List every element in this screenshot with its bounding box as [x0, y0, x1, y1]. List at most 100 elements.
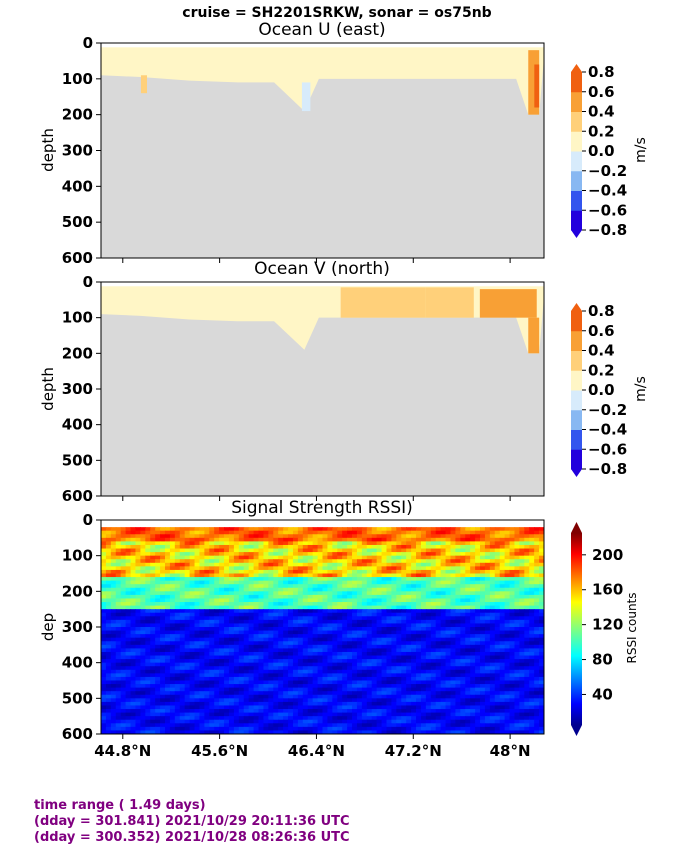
rssi-cell	[194, 623, 201, 628]
rssi-cell	[430, 619, 437, 625]
rssi-cell	[494, 641, 501, 646]
rssi-cell	[352, 609, 358, 614]
rssi-cell	[460, 552, 466, 557]
rssi-cell	[386, 534, 393, 539]
rssi-cell	[361, 544, 368, 550]
rssi-cell	[425, 634, 432, 639]
rssi-cell	[288, 637, 294, 642]
rssi-cell	[189, 619, 196, 625]
rssi-cell	[125, 594, 132, 600]
rssi-cell	[292, 584, 299, 589]
rssi-cell	[283, 580, 289, 585]
rssi-cell	[135, 609, 141, 614]
rssi-cell	[199, 634, 205, 639]
rssi-cell	[115, 573, 122, 578]
rssi-cell	[160, 555, 166, 560]
rssi-cell	[115, 584, 122, 589]
rssi-cell	[430, 659, 437, 664]
rssi-cell	[366, 602, 373, 607]
rssi-cell	[219, 573, 225, 578]
rssi-cell	[228, 573, 235, 578]
rssi-cell	[529, 691, 535, 696]
rssi-cell	[366, 534, 373, 539]
rssi-cell	[169, 680, 176, 685]
rssi-cell	[480, 666, 486, 671]
rssi-cell	[297, 594, 304, 600]
rssi-cell	[450, 680, 456, 685]
rssi-cell	[115, 637, 122, 642]
rssi-cell	[263, 712, 269, 717]
rssi-cell	[219, 694, 225, 699]
rssi-cell	[273, 701, 279, 707]
rssi-cell	[504, 644, 511, 649]
rssi-cell	[347, 566, 353, 571]
rssi-cell	[105, 644, 112, 649]
rssi-cell	[445, 716, 452, 721]
rssi-cell	[199, 605, 205, 610]
rssi-cell	[273, 534, 279, 539]
rssi-cell	[297, 587, 304, 592]
rssi-cell	[514, 530, 520, 535]
rssi-cell	[529, 530, 535, 535]
rssi-cell	[169, 666, 176, 671]
rssi-cell	[130, 655, 137, 660]
rssi-cell	[396, 566, 402, 571]
rssi-cell	[347, 577, 353, 582]
rssi-cell	[411, 630, 417, 635]
rssi-cell	[460, 562, 466, 567]
rssi-cell	[322, 527, 329, 532]
rssi-cell	[219, 577, 225, 582]
rssi-cell	[312, 559, 319, 564]
rssi-cell	[460, 612, 466, 617]
rssi-cell	[401, 641, 407, 646]
rssi-cell	[292, 684, 299, 689]
rssi-cell	[243, 637, 250, 642]
rssi-cell	[524, 712, 530, 717]
rssi-cell	[233, 698, 240, 703]
rssi-cell	[268, 587, 274, 592]
rssi-cell	[366, 537, 373, 542]
rssi-cell	[219, 530, 225, 535]
rssi-cell	[184, 573, 191, 578]
rssi-cell	[356, 544, 363, 550]
rssi-cell	[214, 594, 220, 600]
rssi-cell	[337, 552, 343, 557]
rssi-cell	[416, 605, 422, 610]
rssi-cell	[214, 698, 220, 703]
rssi-cell	[263, 698, 269, 703]
rssi-cell	[381, 698, 388, 703]
rssi-cell	[135, 627, 141, 632]
rssi-cell	[258, 659, 265, 664]
rssi-cell	[150, 619, 156, 625]
rssi-cell	[243, 676, 250, 682]
rssi-cell	[145, 709, 151, 714]
rssi-cell	[450, 566, 456, 571]
rssi-cell	[504, 580, 511, 585]
rssi-cell	[347, 701, 353, 707]
rssi-cell	[101, 562, 107, 567]
rssi-cell	[312, 712, 319, 717]
rssi-cell	[396, 680, 402, 685]
rssi-cell	[440, 555, 447, 560]
rssi-cell	[224, 698, 230, 703]
rssi-cell	[297, 530, 304, 535]
rssi-cell	[283, 669, 289, 674]
rssi-cell	[189, 530, 196, 535]
rssi-cell	[539, 552, 544, 557]
rssi-cell	[519, 609, 525, 614]
rssi-cell	[361, 555, 368, 560]
rssi-cell	[356, 662, 363, 667]
rssi-cell	[179, 655, 186, 660]
rssi-cell	[135, 701, 141, 707]
rssi-cell	[381, 584, 388, 589]
rssi-cell	[179, 644, 186, 649]
rssi-cell	[529, 655, 535, 660]
rssi-cell	[105, 619, 112, 625]
rssi-cell	[243, 541, 250, 546]
rssi-cell	[475, 544, 481, 550]
rssi-cell	[347, 569, 353, 575]
rssi-cell	[430, 609, 437, 614]
rssi-cell	[209, 687, 215, 692]
rssi-cell	[160, 655, 166, 660]
rssi-cell	[386, 544, 393, 550]
